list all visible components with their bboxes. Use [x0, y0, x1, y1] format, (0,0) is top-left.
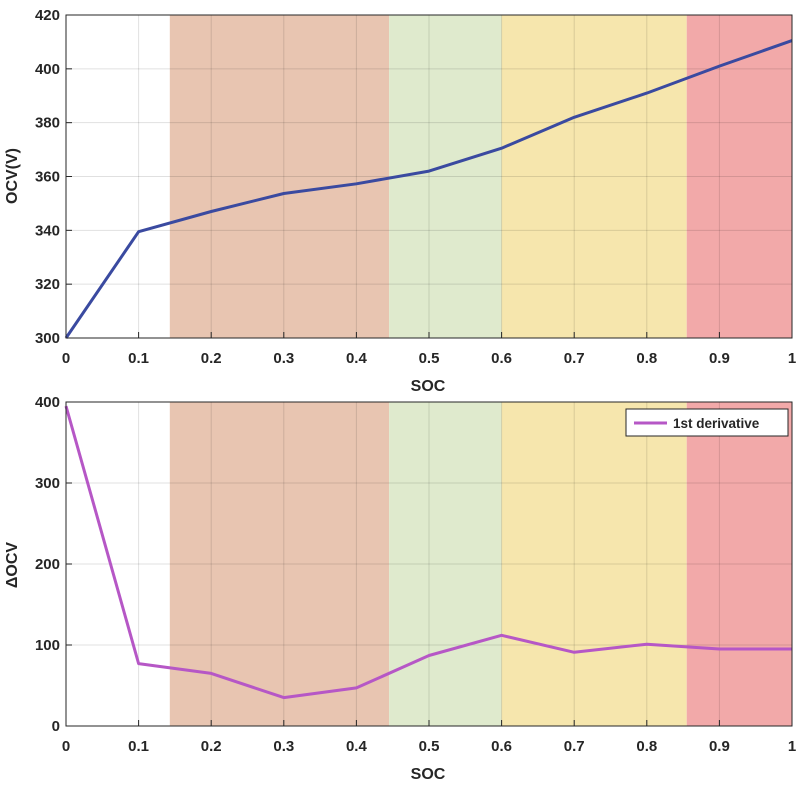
chart-top-xtick-label-6: 0.6 — [491, 350, 512, 367]
chart-top-series — [64, 39, 793, 339]
chart-top-ytick-label-1: 320 — [35, 276, 60, 293]
chart-bottom-region-1 — [389, 402, 502, 726]
chart-top-region-2 — [501, 15, 687, 338]
chart-top-regions — [169, 15, 792, 338]
chart-top-xtick-label-3: 0.3 — [273, 350, 294, 367]
chart-top-xtick-label-8: 0.8 — [636, 350, 657, 367]
chart-bottom-xtick-label-6: 0.6 — [491, 738, 512, 755]
chart-top-xtick-label-5: 0.5 — [419, 350, 440, 367]
chart-bottom-xlabel: SOC — [411, 766, 446, 783]
chart-bottom-xtick-label-9: 0.9 — [709, 738, 730, 755]
chart-bottom-region-3 — [686, 402, 792, 726]
chart-bottom-xtick-label-5: 0.5 — [419, 738, 440, 755]
chart-bottom-xtick-label-7: 0.7 — [564, 738, 585, 755]
chart-top-ytick-label-4: 380 — [35, 115, 60, 132]
chart-bottom-xtick-label-0: 0 — [62, 738, 70, 755]
chart-top-ytick-label-5: 400 — [35, 61, 60, 78]
chart-top-ytick-label-6: 420 — [35, 7, 60, 24]
chart-top-xtick-label-4: 0.4 — [346, 350, 368, 367]
chart-bottom-ytick-label-1: 100 — [35, 637, 60, 654]
chart-bottom-xtick-label-4: 0.4 — [346, 738, 368, 755]
chart-bottom-ylabel: ΔOCV — [4, 542, 21, 589]
chart-bottom-ytick-label-2: 200 — [35, 556, 60, 573]
legend: 1st derivative — [625, 408, 789, 437]
chart-top-xtick-label-9: 0.9 — [709, 350, 730, 367]
chart-top-xtick-label-0: 0 — [62, 350, 70, 367]
chart-bottom-xtick-label-1: 0.1 — [128, 738, 149, 755]
chart-bottom-regions — [169, 402, 792, 726]
chart-top-ytick-label-2: 340 — [35, 222, 60, 239]
chart-top-region-3 — [686, 15, 792, 338]
legend-label: 1st derivative — [673, 416, 760, 431]
chart-bottom-xtick-label-2: 0.2 — [201, 738, 222, 755]
chart-bottom-ytick-label-3: 300 — [35, 475, 60, 492]
chart-bottom-region-2 — [501, 402, 687, 726]
chart-top-xtick-label-1: 0.1 — [128, 350, 149, 367]
chart-bottom: 0 0.1 0.2 0.3 0.4 0.5 0.6 0.7 0.8 0.9 1 0 100 200 300 4… — [4, 394, 796, 783]
chart-bottom-xtick-label-8: 0.8 — [636, 738, 657, 755]
chart-bottom-ticks: 0 0.1 0.2 0.3 0.4 0.5 0.6 0.7 0.8 0.9 1 0 100 200 300 4… — [35, 394, 796, 755]
chart-top-ytick-label-0: 300 — [35, 330, 60, 347]
chart-bottom-series-0-line — [64, 405, 792, 700]
chart-top: 0 0.1 0.2 0.3 0.4 0.5 0.6 0.7 0.8 0.9 1 300 320 340 36… — [4, 7, 796, 395]
chart-bottom-series — [64, 405, 792, 700]
chart-bottom-xtick-label-10: 1 — [788, 738, 796, 755]
chart-top-series-0-line — [64, 39, 793, 339]
chart-bottom-ytick-label-4: 400 — [35, 394, 60, 411]
chart-top-xlabel: SOC — [411, 378, 446, 395]
chart-bottom-xtick-label-3: 0.3 — [273, 738, 294, 755]
chart-bottom-ytick-label-0: 0 — [52, 718, 60, 735]
chart-top-xtick-label-2: 0.2 — [201, 350, 222, 367]
chart-top-xtick-label-7: 0.7 — [564, 350, 585, 367]
chart-top-ytick-label-3: 360 — [35, 169, 60, 186]
chart-top-xtick-label-10: 1 — [788, 350, 796, 367]
chart-top-ticks: 0 0.1 0.2 0.3 0.4 0.5 0.6 0.7 0.8 0.9 1 300 320 340 36… — [35, 7, 796, 367]
chart-top-region-0 — [169, 15, 390, 338]
chart-top-region-1 — [389, 15, 502, 338]
chart-top-ylabel: OCV(V) — [4, 148, 21, 204]
